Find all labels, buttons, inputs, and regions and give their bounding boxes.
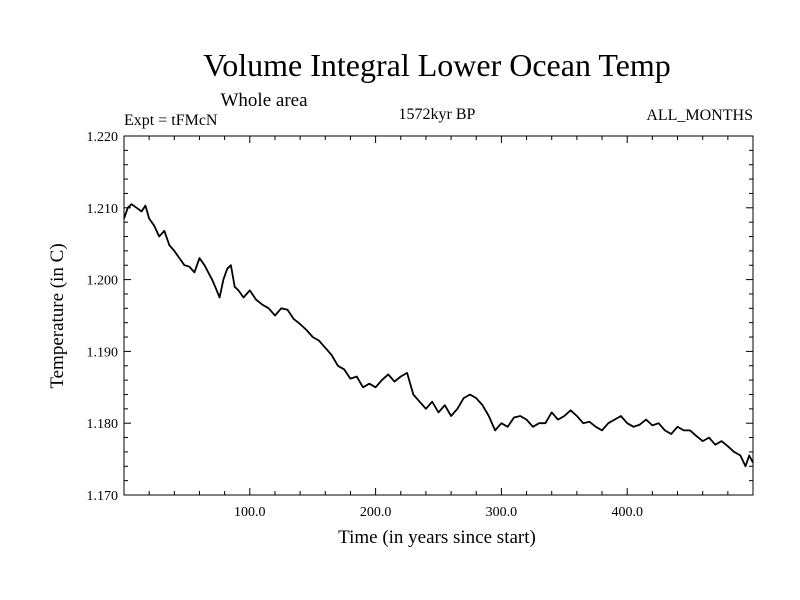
chart-subtitle: Whole area: [220, 90, 308, 111]
chart-title: Volume Integral Lower Ocean Temp: [203, 47, 671, 83]
y-tick-label: 1.220: [87, 130, 119, 145]
y-tick-label: 1.180: [87, 417, 119, 432]
y-axis-ticks: 1.170 1.180 1.190 1.200 1.210 1.220: [87, 130, 753, 504]
y-axis-label: Temperature (in C): [47, 243, 68, 388]
x-tick-label: 400.0: [611, 505, 643, 520]
y-tick-label: 1.170: [87, 489, 119, 504]
y-tick-label: 1.190: [87, 345, 119, 360]
x-axis-label: Time (in years since start): [338, 527, 536, 548]
y-tick-label: 1.200: [87, 274, 119, 289]
plot-frame: [123, 135, 754, 496]
period-label: 1572kyr BP: [399, 106, 476, 123]
months-label: ALL_MONTHS: [646, 107, 753, 124]
temperature-series-line: [123, 203, 754, 468]
y-tick-label: 1.210: [87, 202, 119, 217]
x-axis-ticks: 100.0 200.0 300.0 400.0: [148, 136, 729, 520]
experiment-label: Expt = tFMcN: [124, 112, 218, 129]
x-tick-label: 200.0: [360, 505, 392, 520]
x-tick-label: 300.0: [486, 505, 518, 520]
x-tick-label: 100.0: [234, 505, 266, 520]
